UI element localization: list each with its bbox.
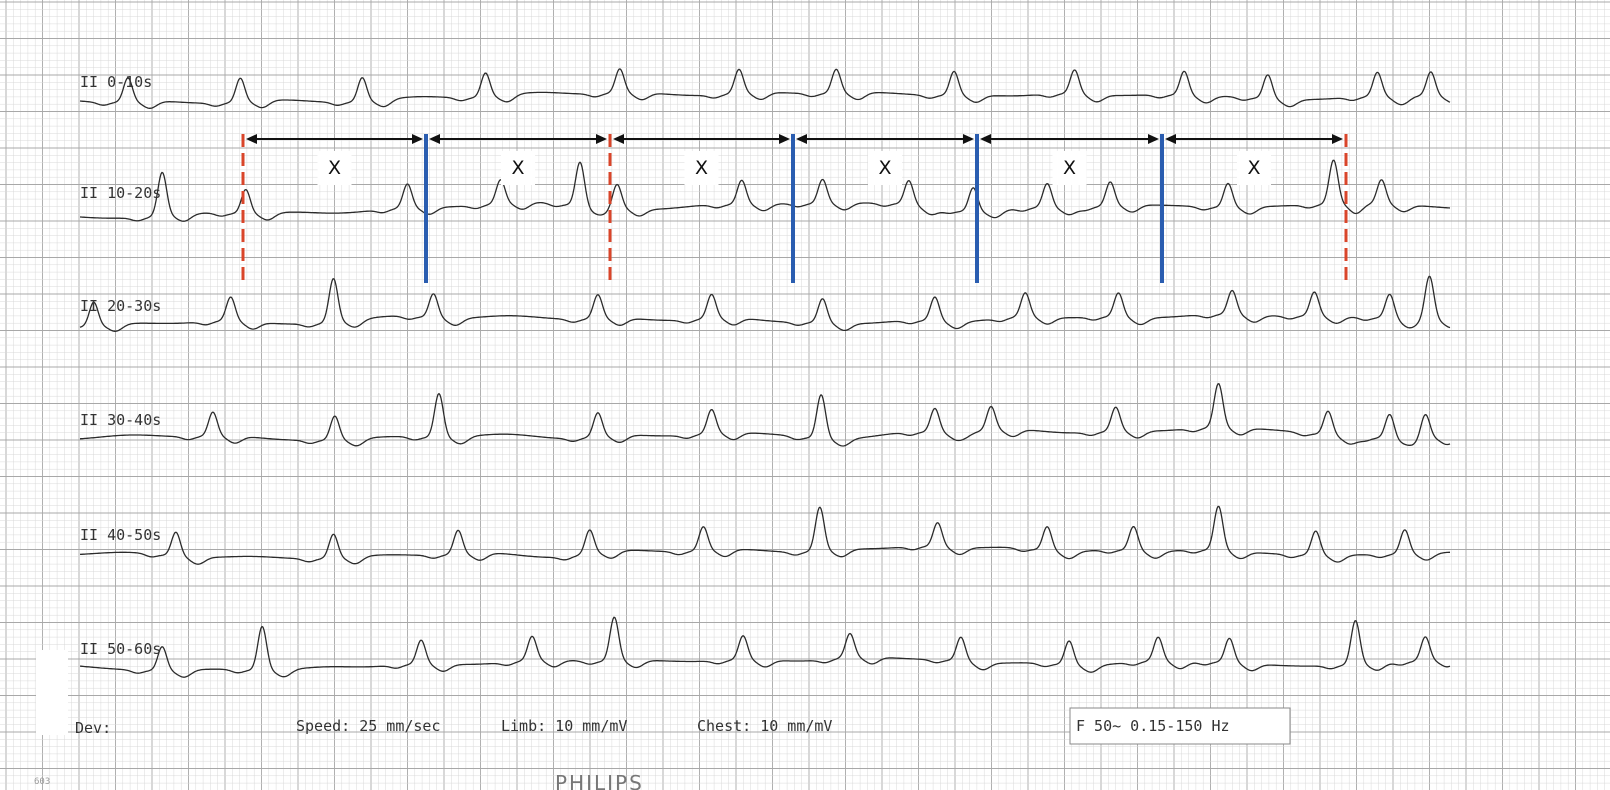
arrow-head-left (980, 134, 991, 144)
arrow-head-left (246, 134, 257, 144)
page-number: 603 (34, 777, 50, 787)
arrow-head-right (1148, 134, 1159, 144)
footer-speed: Speed: 25 mm/sec (296, 717, 441, 735)
interval-label-box (1237, 151, 1271, 185)
interval-label-box (868, 151, 902, 185)
footer: Dev: Speed: 25 mm/sec Limb: 10 mm/mV Che… (34, 707, 1291, 790)
lead-label-40-50s: II 40-50s (80, 526, 161, 544)
ecg-trace-strip-5 (79, 505, 1450, 565)
footer-limb: Limb: 10 mm/mV (501, 717, 627, 735)
interval-label: X (1063, 157, 1076, 179)
arrow-head-right (779, 134, 790, 144)
ecg-trace-strip-3 (79, 275, 1451, 332)
interval-label-box (1052, 151, 1087, 185)
arrow-head-right (963, 134, 974, 144)
lead-label-20-30s: II 20-30s (80, 297, 161, 315)
ecg-trace-strip-1 (79, 68, 1451, 109)
interval-label: X (878, 157, 891, 179)
ecg-trace-strip-4 (79, 383, 1451, 447)
lead-labels: II 0-10s II 10-20s II 20-30s II 30-40s I… (80, 73, 161, 658)
footer-filter: F 50~ 0.15-150 Hz (1076, 717, 1230, 735)
ecg-traces (79, 68, 1451, 678)
ecg-trace-strip-6 (79, 616, 1451, 678)
interval-label: X (1247, 157, 1260, 179)
interval-label-box (684, 151, 719, 185)
interval-label: X (328, 157, 341, 179)
arrow-head-right (412, 134, 423, 144)
interval-label-box (501, 151, 535, 185)
interval-label: X (511, 157, 524, 179)
lead-label-10-20s: II 10-20s (80, 184, 161, 202)
arrow-head-left (613, 134, 624, 144)
ecg-trace-strip-2 (80, 159, 1451, 222)
interval-label: X (695, 157, 708, 179)
arrow-head-right (596, 134, 607, 144)
arrow-head-left (429, 134, 440, 144)
lead-label-30-40s: II 30-40s (80, 411, 161, 429)
paper-blank-patch (36, 650, 68, 735)
philips-logo: PHILIPS (555, 771, 644, 790)
arrow-head-left (796, 134, 807, 144)
filter-box (1069, 707, 1291, 745)
lead-label-50-60s: II 50-60s (80, 640, 161, 658)
footer-chest: Chest: 10 mm/mV (697, 717, 832, 735)
interval-label-box (317, 151, 352, 185)
arrow-head-right (1332, 134, 1343, 144)
footer-dev: Dev: (75, 719, 111, 737)
lead-label-0-10s: II 0-10s (80, 73, 152, 91)
arrow-head-left (1165, 134, 1176, 144)
